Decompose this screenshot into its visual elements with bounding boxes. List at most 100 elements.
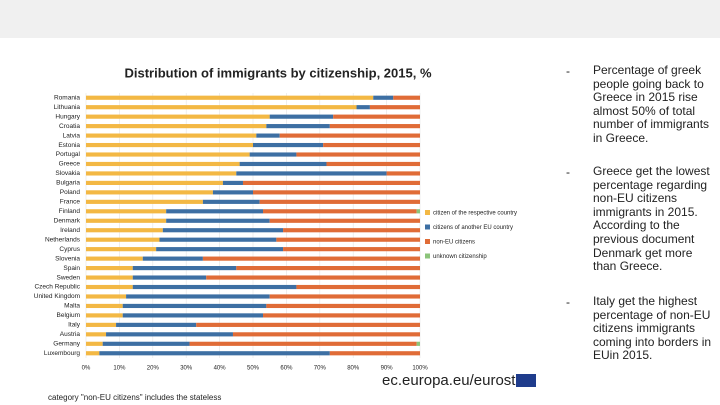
bar-segment: [369, 105, 420, 110]
y-tick-label: Estonia: [58, 142, 80, 149]
bar-segment: [266, 124, 330, 129]
bar-segment: [373, 95, 394, 100]
bar-segment: [236, 171, 387, 176]
bar-segment: [323, 142, 420, 148]
bar-segment: [86, 171, 237, 176]
bullet-dash: -: [566, 295, 570, 309]
legend-swatch: [425, 210, 430, 215]
bar-segment: [416, 341, 420, 346]
bar-segment: [126, 294, 270, 299]
bar-segment: [269, 218, 420, 223]
bar-segment: [86, 341, 103, 346]
y-tick-label: Greece: [59, 161, 81, 168]
legend-swatch: [425, 253, 430, 259]
y-tick-label: Slovenia: [55, 255, 80, 262]
bar-segment: [259, 199, 420, 204]
bar-segment: [86, 133, 257, 138]
bar-segment: [206, 275, 420, 280]
bar-segment: [296, 152, 420, 157]
bar-segment: [326, 161, 420, 167]
bar-segment: [86, 218, 167, 223]
footnote: category "non-EU citizens" includes the …: [48, 393, 221, 402]
bar-segment: [222, 180, 243, 185]
bar-segment: [263, 313, 420, 318]
y-tick-label: Austria: [60, 331, 81, 338]
x-tick-label: 40%: [214, 366, 227, 372]
y-tick-label: Slovakia: [55, 170, 80, 177]
bar-segment: [86, 142, 253, 148]
bar-segment: [283, 247, 420, 252]
x-tick-label: 30%: [180, 366, 193, 372]
bar-segment: [86, 180, 223, 185]
bar-segment: [266, 303, 420, 309]
bar-segment: [232, 332, 420, 337]
y-tick-label: Italy: [68, 322, 81, 329]
legend-label: unknown citizenship: [433, 254, 487, 260]
bar-segment: [86, 228, 163, 233]
x-tick-label: 50%: [247, 366, 260, 372]
bar-segment: [86, 105, 357, 110]
x-tick-label: 60%: [280, 366, 293, 372]
bar-segment: [86, 114, 270, 119]
y-tick-label: France: [60, 199, 81, 206]
bar-segment: [86, 303, 123, 309]
bar-segment: [86, 152, 250, 157]
bar-segment: [86, 124, 267, 129]
bullet: Percentage of greek people going back to…: [593, 63, 710, 145]
bar-segment: [333, 114, 420, 119]
bar-segment: [356, 105, 370, 110]
bar-segment: [86, 95, 374, 100]
bar-segment: [86, 294, 127, 299]
bar-segment: [86, 161, 240, 167]
y-tick-label: Belgium: [57, 312, 80, 319]
y-tick-label: Spain: [63, 265, 80, 272]
y-tick-label: Czech Republic: [34, 284, 80, 291]
legend-swatch: [425, 224, 430, 230]
bar-segment: [86, 351, 100, 356]
bar-segment: [416, 209, 420, 214]
bar-segment: [166, 218, 270, 223]
bullet-dash: -: [566, 64, 570, 78]
x-tick-label: 10%: [113, 366, 126, 372]
bar-segment: [189, 341, 417, 346]
y-tick-label: Ireland: [60, 227, 80, 234]
bar-segment: [296, 284, 420, 290]
bar-segment: [122, 313, 264, 318]
bar-segment: [196, 322, 420, 327]
bar-segment: [86, 284, 133, 290]
bar-segment: [253, 190, 420, 195]
y-tick-label: Luxembourg: [44, 350, 81, 357]
bar-segment: [239, 161, 327, 167]
x-tick-label: 70%: [314, 366, 327, 372]
bar-segment: [249, 152, 297, 157]
bar-segment: [99, 351, 330, 356]
bar-segment: [86, 209, 167, 214]
bar-segment: [256, 133, 280, 138]
bullet: Greece get the lowest percentage regardi…: [593, 164, 710, 274]
bar-segment: [393, 95, 420, 100]
bar-segment: [122, 303, 267, 309]
y-tick-label: Lithuania: [54, 104, 81, 111]
source: ec.europa.eu/eurostat: [382, 372, 529, 389]
bar-segment: [86, 190, 213, 195]
bar-segment: [86, 266, 133, 271]
bar-segment: [86, 256, 143, 261]
bar-segment: [202, 256, 420, 261]
bar-segment: [132, 275, 207, 280]
bar-segment: [86, 237, 160, 242]
bar-segment: [242, 180, 420, 185]
bar-segment: [86, 313, 123, 318]
bar-segment: [106, 332, 233, 337]
bar-segment: [86, 247, 157, 252]
bullet-dash: -: [566, 165, 570, 179]
bar-segment: [86, 275, 133, 280]
bar-segment: [283, 228, 420, 233]
bar-segment: [156, 247, 284, 252]
y-tick-label: Hungary: [55, 113, 80, 120]
bar-segment: [329, 351, 420, 356]
bar-segment: [269, 114, 334, 119]
x-tick-label: 0%: [82, 366, 91, 372]
y-tick-label: Sweden: [57, 274, 81, 281]
